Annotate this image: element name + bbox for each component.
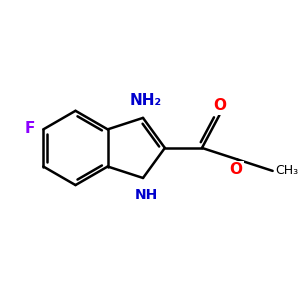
Text: NH₂: NH₂ xyxy=(130,92,162,107)
Text: O: O xyxy=(229,162,242,177)
Text: NH: NH xyxy=(135,188,158,202)
Text: CH₃: CH₃ xyxy=(275,164,298,177)
Text: O: O xyxy=(213,98,226,113)
Text: F: F xyxy=(25,121,35,136)
